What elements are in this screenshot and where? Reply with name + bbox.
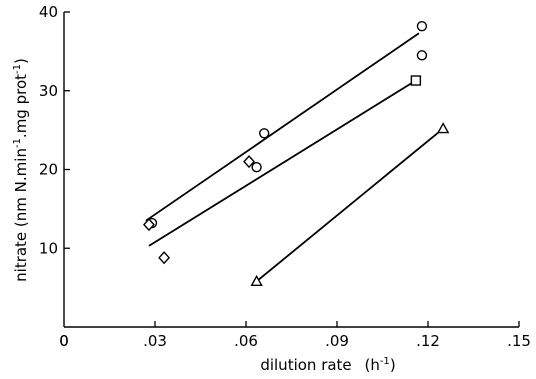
- x-tick-label: .09: [325, 332, 349, 350]
- y-axis-title: nitrate (nm N.min-1.mg prot-1): [12, 58, 30, 282]
- circle-point: [416, 50, 428, 61]
- circle-point: [251, 161, 262, 173]
- x-axis-title-open: (: [364, 356, 370, 374]
- y-tick-label: 40: [39, 3, 58, 21]
- x-axis-title-exp: -1: [380, 356, 390, 367]
- diamond-point: [243, 155, 255, 169]
- x-tick-label: .12: [416, 332, 440, 350]
- triangle-point: [436, 122, 450, 134]
- origin-label: 0: [59, 332, 69, 350]
- y-axis-title-mid: .mg prot: [12, 74, 30, 138]
- markers: [142, 20, 450, 287]
- circle-point: [259, 128, 270, 139]
- diamond-point: [142, 218, 155, 232]
- y-axis-title-main: nitrate (nm N.min: [12, 148, 30, 282]
- x-tick-label: .06: [234, 332, 258, 350]
- square-point: [410, 75, 422, 86]
- x-tick-label: .03: [143, 332, 167, 350]
- x-axis-title-unit: h: [370, 356, 380, 374]
- fit-lines: [145, 32, 444, 283]
- y-tick-label: 20: [39, 161, 58, 179]
- y-tick-label: 30: [39, 82, 58, 100]
- triangle-point: [250, 274, 263, 287]
- y-axis-title-close: ): [12, 58, 30, 64]
- x-axis-title-close: ): [390, 356, 396, 374]
- y-axis-title-exp2: -1: [12, 64, 23, 74]
- x-axis-title-main: dilution rate: [260, 356, 351, 374]
- y-tick-label: 10: [39, 239, 58, 257]
- x-axis-title: dilution rate (h-1): [260, 356, 395, 374]
- diamond-point: [158, 251, 171, 265]
- triangle-fit-line: [256, 127, 444, 283]
- x-tick-label: 0: [59, 332, 69, 350]
- x-tick-label: .15: [507, 332, 531, 350]
- circle-fit-line: [145, 32, 420, 222]
- y-axis-title-exp1: -1: [12, 138, 23, 148]
- square-fit-line: [148, 79, 417, 247]
- circle-point: [416, 20, 428, 32]
- axes: [63, 12, 519, 328]
